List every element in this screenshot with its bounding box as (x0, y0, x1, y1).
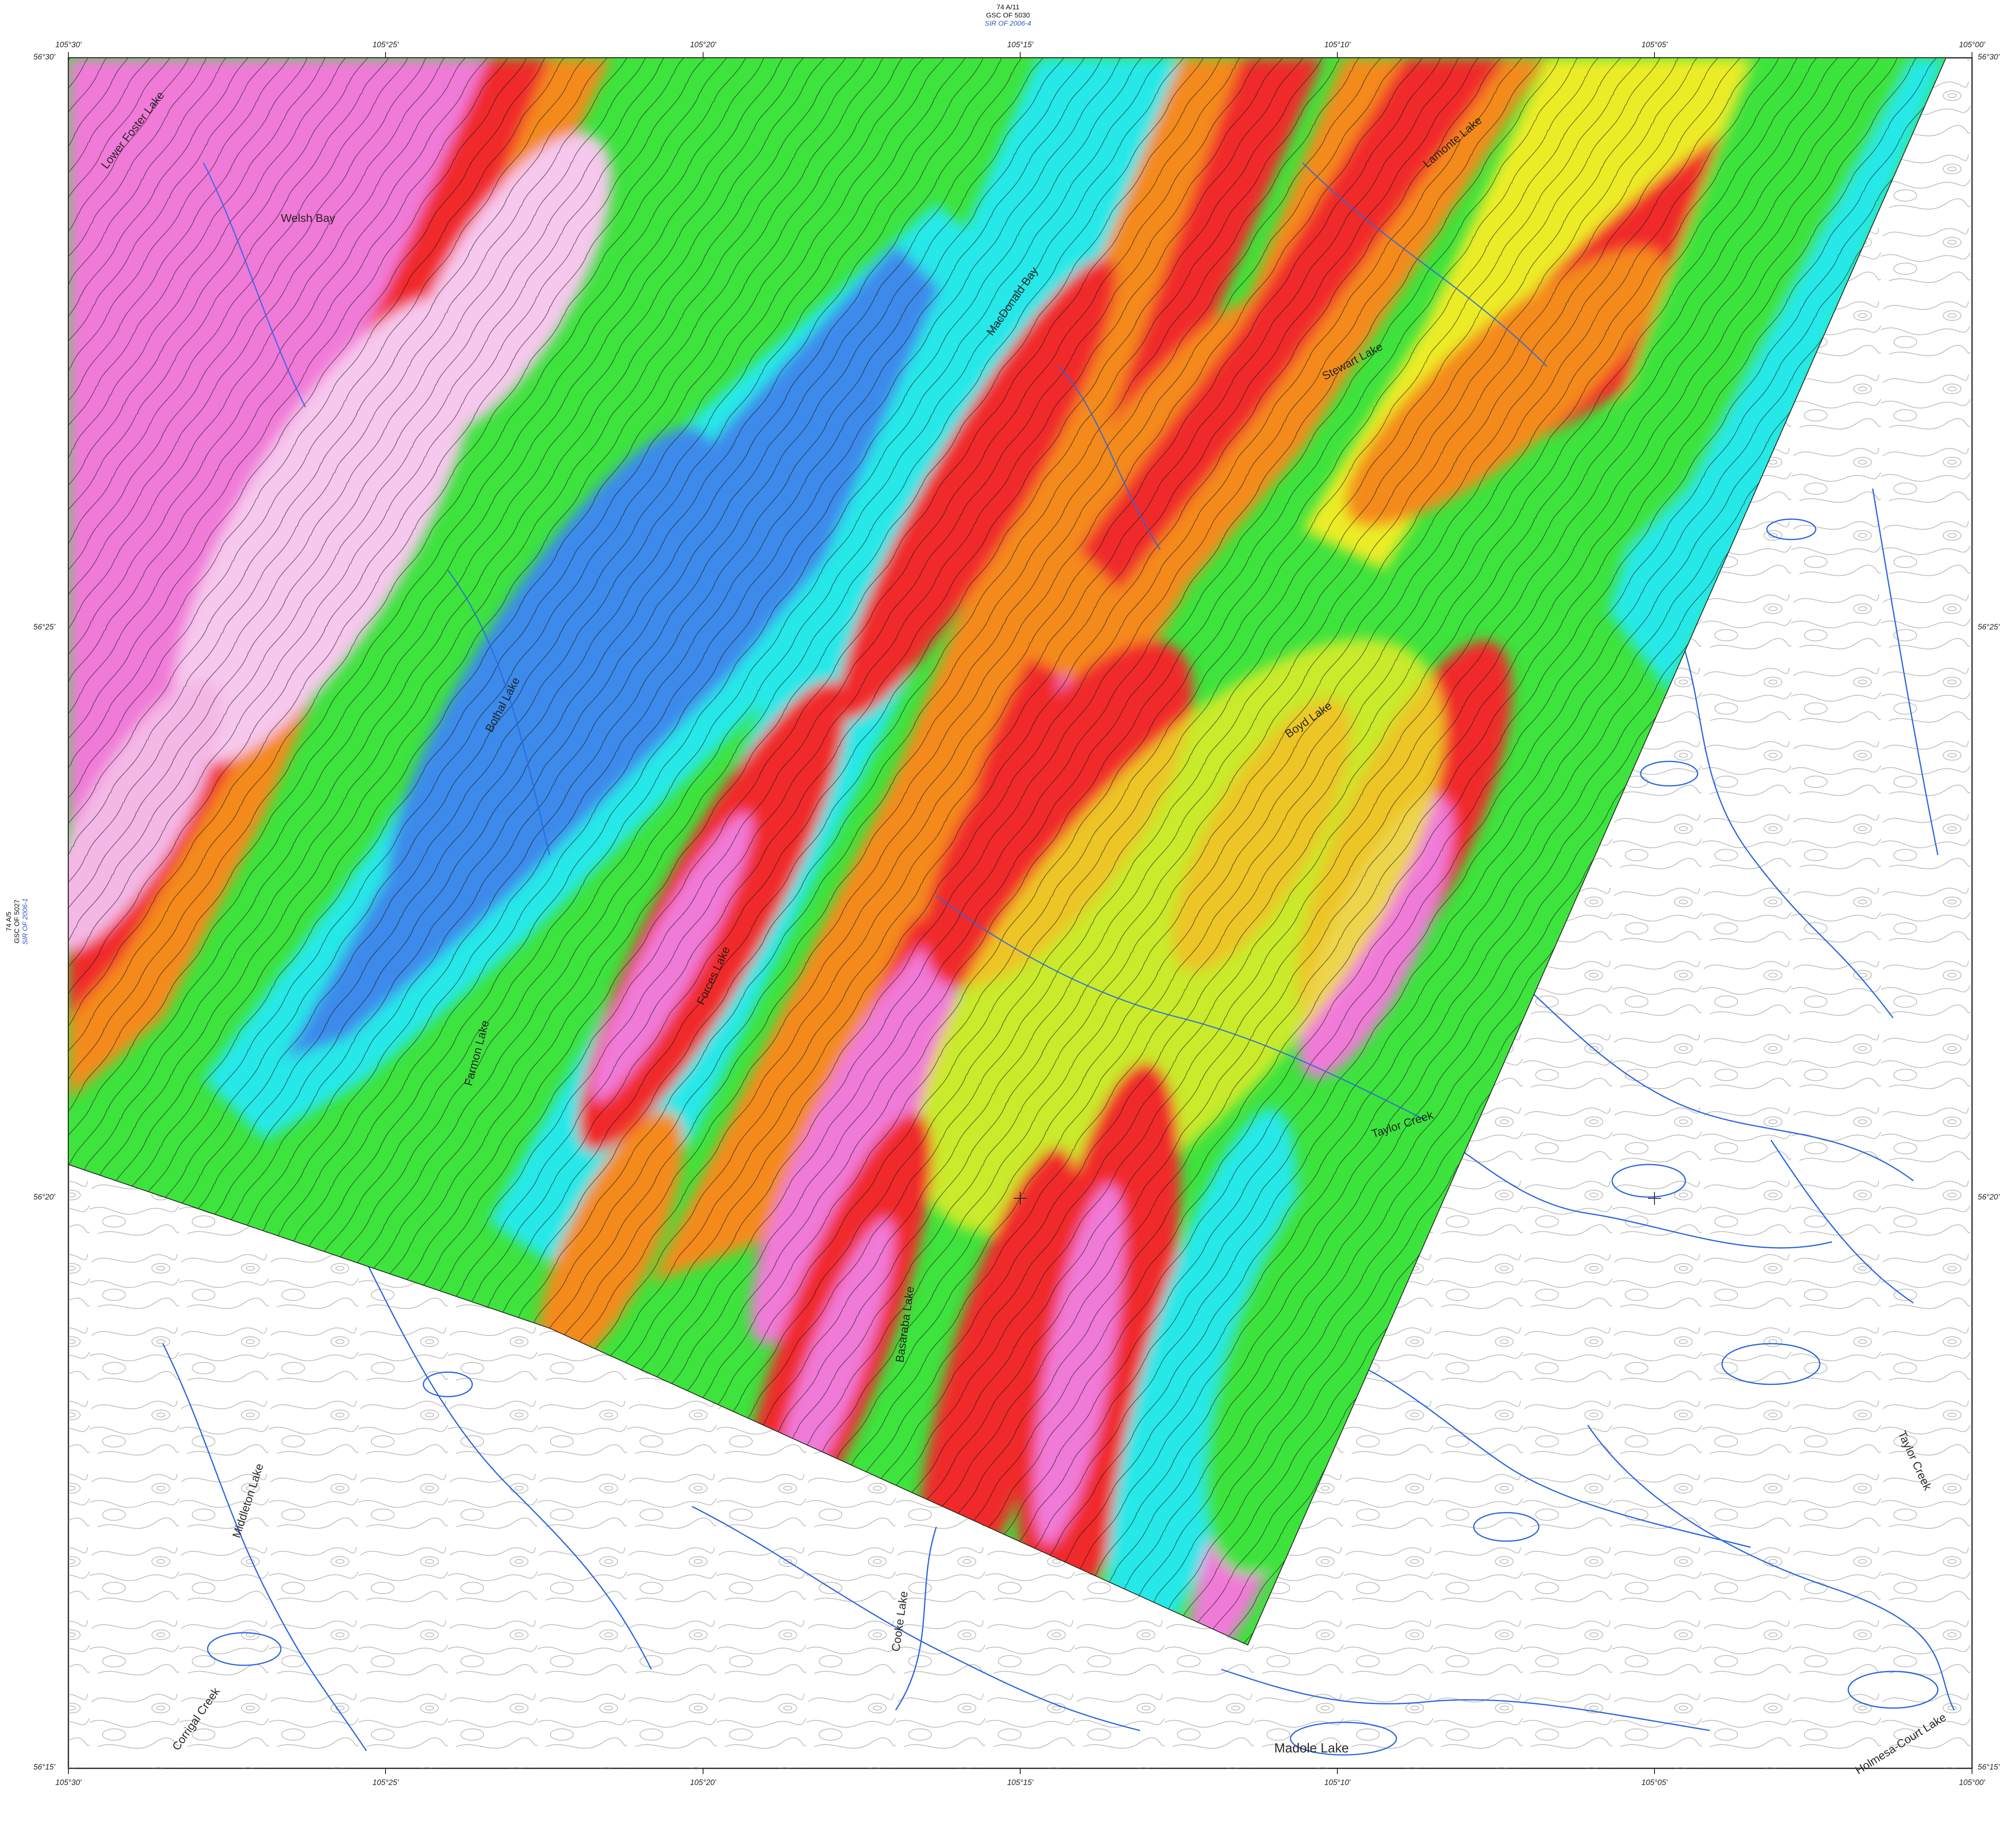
drainage-lines (162, 488, 1955, 1751)
left-header-gsc: GSC OF 5027 (13, 899, 21, 943)
lon-label-top: 105°15' (1007, 41, 1034, 49)
lon-label-bottom: 105°00' (1959, 1779, 1985, 1787)
topo-lakes (207, 518, 1939, 1756)
lat-label-left: 56°25' (33, 623, 55, 632)
left-header-sheet: 74 A/5 (5, 911, 13, 932)
lon-label-top: 105°20' (690, 41, 717, 49)
lon-label-top: 105°25' (372, 41, 399, 49)
lon-label-bottom: 105°25' (372, 1779, 399, 1787)
lon-label-bottom: 105°05' (1641, 1779, 1668, 1787)
lon-label-top: 105°05' (1641, 41, 1668, 49)
header-gsc: GSC OF 5030 (986, 11, 1030, 19)
lon-label-top: 105°30' (55, 41, 82, 49)
lon-label-bottom: 105°30' (55, 1779, 82, 1787)
lon-label-top: 105°10' (1324, 41, 1351, 49)
header-sir: SIR OF 2006-4 (984, 20, 1032, 27)
lat-label-right: 56°25' (1978, 623, 2000, 632)
header-sheet: 74 A/11 (996, 3, 1020, 11)
lat-label-left: 56°15' (33, 1763, 55, 1772)
place-name: Madole Lake (1274, 1741, 1349, 1755)
left-sheet-reference: 74 A/5 GSC OF 5027 SIR OF 2006-1 (5, 898, 29, 945)
lon-label-top: 105°00' (1959, 41, 1985, 49)
lat-label-left: 56°30' (33, 53, 55, 61)
lon-label-bottom: 105°20' (690, 1779, 717, 1787)
grid-ticks (68, 52, 1972, 1774)
lon-label-bottom: 105°10' (1324, 1779, 1351, 1787)
place-name: Welsh Bay (281, 212, 335, 224)
survey-boundary (68, 57, 1947, 1646)
lat-label-left: 56°20' (33, 1193, 55, 1202)
lat-label-right: 56°20' (1978, 1193, 2000, 1202)
survey-drainage (203, 162, 1548, 1121)
lon-label-bottom: 105°15' (1007, 1779, 1034, 1787)
left-header-sir: SIR OF 2006-1 (21, 898, 29, 945)
lat-label-right: 56°15' (1978, 1763, 2000, 1772)
lat-label-right: 56°30' (1978, 53, 2000, 61)
